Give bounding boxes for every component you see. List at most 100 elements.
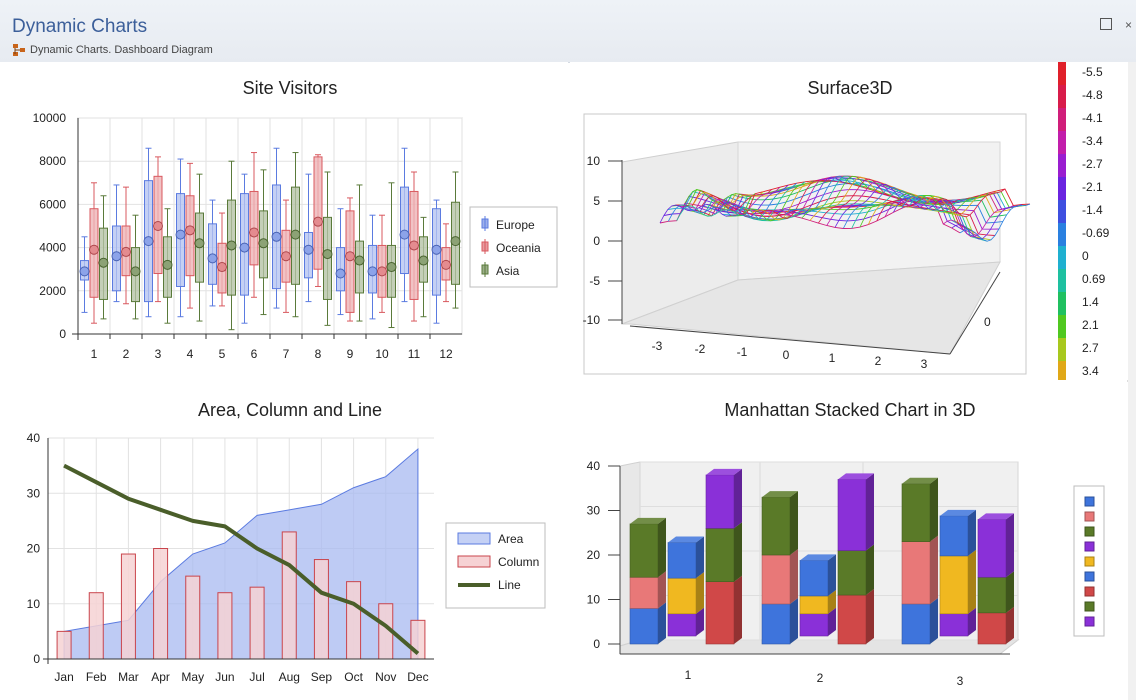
stacked-bar-side: [866, 589, 874, 644]
stacked-bar-segment: [629, 576, 659, 609]
colorbar-swatch: [1058, 361, 1066, 380]
stacked-bar-segment: [977, 612, 1007, 645]
legend-swatch: [1084, 511, 1095, 522]
surface-wire: [809, 176, 881, 221]
stacked-bar-side: [658, 602, 666, 644]
colorbar-label: 3.4: [1082, 364, 1099, 378]
colorbar-swatch: [1058, 269, 1066, 292]
box-mean-marker: [162, 259, 173, 270]
stacked-bar-side: [1006, 606, 1014, 644]
stacked-bar-side: [1006, 513, 1014, 578]
box-mean-marker: [194, 238, 205, 249]
close-icon[interactable]: ×: [1124, 18, 1132, 32]
colorbar-label: -5.5: [1082, 65, 1103, 79]
legend-label: Area: [498, 532, 524, 546]
y-tick-label: -5: [589, 274, 600, 288]
legend-swatch: [457, 532, 491, 545]
box-mean-marker: [239, 242, 250, 253]
stacked-bar-segment: [977, 576, 1007, 614]
stacked-bar-top: [630, 517, 666, 524]
surface-wire: [726, 182, 797, 220]
stacked-bar-segment: [705, 528, 735, 583]
site-visitors-title: Site Visitors: [242, 78, 338, 98]
surface-wire: [692, 191, 764, 207]
stacked-bar-side: [968, 509, 976, 556]
y-tick-label: 0: [593, 637, 600, 651]
stacked-bar-top: [762, 491, 798, 498]
column-bar: [313, 559, 329, 660]
surface-wire: [851, 190, 922, 229]
stacked-bar-side: [828, 607, 836, 636]
stacked-bar-top: [940, 509, 976, 516]
stacked-bar-side: [734, 468, 742, 529]
stacked-bar-side: [930, 477, 938, 542]
box-mean-marker: [89, 244, 99, 255]
colorbar-label: -1.4: [1082, 203, 1103, 217]
box-mean-marker: [322, 249, 333, 260]
box-mean-marker: [303, 244, 314, 255]
surface-wire: [817, 178, 889, 224]
box-mean-marker: [111, 251, 122, 262]
surface-wire: [801, 175, 872, 219]
stacked-bar-segment: [667, 542, 697, 579]
surface-wire: [826, 180, 897, 226]
stacked-bar-segment: [629, 523, 659, 578]
area-series: [63, 447, 419, 660]
stacked-bar-side: [658, 517, 666, 578]
stacked-bar-segment: [761, 496, 791, 556]
x-tick-label: 9: [347, 347, 354, 361]
stacked-bar-segment: [667, 613, 697, 637]
y-tick-label: -10: [583, 313, 601, 327]
surface-wire: [793, 175, 864, 217]
y-tick-label: 30: [587, 504, 601, 518]
x-tick-label: Mar: [118, 670, 139, 684]
box-mean-marker: [185, 225, 195, 236]
area-column-line-title: Area, Column and Line: [197, 400, 383, 420]
y-tick-label: 0: [33, 652, 40, 666]
colorbar-label: -3.4: [1082, 134, 1103, 148]
floor: [619, 639, 1020, 655]
site-visitors-panel: Site Visitors 0 2000 4000 6000 8000 10000 1 2 3 4…: [0, 62, 568, 380]
surface-wire: [834, 183, 906, 228]
x-tick-label: 1: [829, 351, 836, 365]
manhattan-panel: Manhattan Stacked Chart in 3D 0 10 20 30 40 1…: [570, 382, 1128, 700]
z-tick-label: 0: [984, 315, 991, 329]
box-mean-marker: [354, 255, 365, 266]
box: [313, 156, 323, 270]
surface-wire: [959, 203, 1031, 242]
x-tick-label: Dec: [407, 670, 428, 684]
diagram-icon: [13, 44, 25, 56]
stacked-bar-segment: [939, 515, 969, 557]
colorbar-swatch: [1058, 131, 1066, 154]
stacked-bar-segment: [837, 479, 867, 551]
column-bar: [120, 553, 136, 660]
legend-swatch: [1084, 571, 1095, 582]
manhattan-chart: 0 10 20 30 40 1 2 3: [587, 459, 1105, 688]
title-bar: Dynamic Charts Dynamic Charts. Dashboard…: [0, 0, 1136, 63]
box-mean-marker: [207, 253, 218, 264]
box-mean-marker: [441, 259, 451, 270]
vertical-scrollbar[interactable]: [1127, 62, 1136, 700]
box-mean-marker: [377, 266, 387, 277]
stacked-bar-segment: [667, 577, 697, 615]
x-tick-label: 1: [685, 668, 692, 682]
colorbar-label: 0: [1082, 249, 1089, 263]
stacked-bar-segment: [629, 608, 659, 645]
colorbar-label: 1.4: [1082, 295, 1099, 309]
x-tick-label: Apr: [151, 670, 170, 684]
x-tick-label: 0: [783, 348, 790, 362]
restore-icon[interactable]: [1100, 18, 1112, 30]
stacked-bar-segment: [799, 613, 829, 637]
legend-swatch: [1084, 556, 1095, 567]
y-tick-label: 2000: [39, 284, 66, 298]
surface-wire: [926, 190, 997, 216]
x-tick-label: Jul: [249, 670, 264, 684]
stacked-bar-top: [902, 477, 938, 484]
y-tick-label: 5: [593, 194, 600, 208]
stacked-bar-segment: [939, 613, 969, 637]
box-mean-marker: [79, 266, 90, 277]
stacked-bar-top: [800, 554, 836, 561]
colorbar-label: 2.1: [1082, 318, 1099, 332]
surface-wire: [659, 203, 731, 224]
stacked-bar-side: [696, 536, 704, 579]
